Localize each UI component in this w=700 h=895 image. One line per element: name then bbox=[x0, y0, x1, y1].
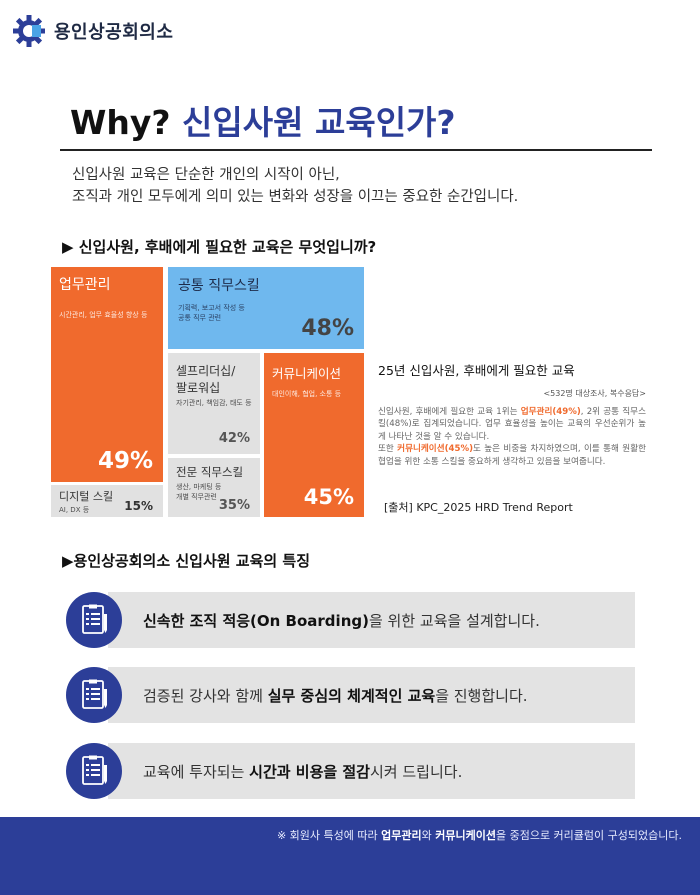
document-list-icon bbox=[66, 743, 122, 799]
survey-text: 또한 bbox=[378, 444, 398, 455]
gear-icon bbox=[12, 14, 46, 48]
feature-bar bbox=[108, 743, 635, 799]
tile-sub: AI, DX 등 bbox=[59, 506, 90, 514]
feature-bar bbox=[108, 667, 635, 723]
survey-paragraph-1: 신입사원, 후배에게 필요한 교육 1위는 업무관리(49%), 2위 공통 직… bbox=[378, 406, 646, 443]
feature-bar bbox=[108, 592, 635, 648]
tile-value: 45% bbox=[303, 485, 354, 509]
highlight-work-management: 업무관리(49%) bbox=[520, 407, 581, 417]
tile-value: 35% bbox=[218, 498, 250, 513]
footer-text-part: 와 bbox=[421, 829, 436, 842]
title-prefix: Why? bbox=[70, 103, 171, 142]
tile-label: 업무관리 bbox=[59, 277, 111, 293]
tile-sub: 생산, 마케팅 등 bbox=[176, 483, 222, 491]
survey-text: 도 높은 비중을 차지하였으며, 이를 통해 원활한 협업을 위한 소통 스킬을… bbox=[378, 444, 647, 467]
survey-text: 신입사원, 후배에게 필요한 교육 1위는 bbox=[378, 407, 521, 417]
feature-text-3: 교육에 투자되는 시간과 비용을 절감시켜 드립니다. bbox=[143, 761, 633, 782]
tile-communication: 커뮤니케이션 대인이해, 협업, 소통 등 45% bbox=[264, 353, 364, 517]
tile-self-leadership: 셀프리더십/ 팔로워십 자기관리, 책임감, 태도 등 42% bbox=[168, 353, 260, 454]
survey-title: 25년 신입사원, 후배에게 필요한 교육 bbox=[378, 363, 575, 378]
logo-name[interactable]: 용인상공회의소 bbox=[54, 22, 174, 43]
source-citation: [출처] KPC_2025 HRD Trend Report bbox=[384, 501, 573, 514]
footer-text-part: ※ 회원사 특성에 따라 bbox=[276, 829, 382, 842]
section-heading-features: ▶용인상공회의소 신입사원 교육의 특징 bbox=[62, 552, 311, 570]
footer-bold-work-management: 업무관리 bbox=[381, 829, 422, 842]
survey-text: , 2위 공통 직무스킬(48%)로 집계되었습니다. 업무 효율성을 높이는 … bbox=[378, 407, 646, 442]
tile-common-job-skill: 공통 직무스킬 기획력, 보고서 작성 등 공통 직무 관련 48% bbox=[168, 267, 364, 349]
tile-label: 공통 직무스킬 bbox=[178, 278, 260, 294]
tile-sub: 기획력, 보고서 작성 등 bbox=[178, 304, 245, 312]
feature-text-part: 을 진행합니다. bbox=[435, 687, 528, 705]
tile-digital-skill: 디지털 스킬 AI, DX 등 15% bbox=[51, 485, 163, 517]
tile-label: 팔로워십 bbox=[176, 381, 221, 395]
feature-text-1: 신속한 조직 적응(On Boarding)을 위한 교육을 설계합니다. bbox=[143, 610, 633, 631]
section-heading-survey: ▶ 신입사원, 후배에게 필요한 교육은 무엇입니까? bbox=[62, 238, 377, 256]
tile-label: 전문 직무스킬 bbox=[176, 465, 244, 479]
tile-label: 디지털 스킬 bbox=[59, 490, 114, 503]
feature-text-part: 교육에 투자되는 bbox=[143, 763, 250, 781]
tile-label: 커뮤니케이션 bbox=[272, 366, 342, 381]
tile-sub: 공통 직무 관련 bbox=[178, 314, 222, 322]
tile-value: 49% bbox=[97, 448, 153, 474]
tile-value: 48% bbox=[301, 316, 354, 341]
document-list-icon bbox=[66, 592, 122, 648]
tile-sub: 개별 직무관련 bbox=[176, 493, 217, 501]
tile-expert-job-skill: 전문 직무스킬 생산, 마케팅 등 개별 직무관련 35% bbox=[168, 458, 260, 517]
tile-value: 15% bbox=[124, 499, 153, 513]
tile-sub: 시간관리, 업무 효율성 향상 등 bbox=[59, 311, 148, 319]
feature-text-part: 을 위한 교육을 설계합니다. bbox=[368, 612, 540, 630]
footer-text-part: 을 중점으로 커리큘럼이 구성되었습니다. bbox=[495, 829, 682, 842]
tile-value: 42% bbox=[218, 431, 250, 446]
feature-text-part: 시켜 드립니다. bbox=[370, 763, 463, 781]
document-list-icon bbox=[66, 667, 122, 723]
title-accent: 신입사원 교육인가? bbox=[182, 103, 456, 142]
tile-label: 셀프리더십/ bbox=[176, 364, 236, 378]
intro-text: 신입사원 교육은 단순한 개인의 시작이 아닌, 조직과 개인 모두에게 의미 … bbox=[72, 164, 518, 208]
survey-paragraph-2: 또한 커뮤니케이션(45%)도 높은 비중을 차지하였으며, 이를 통해 원활한… bbox=[378, 443, 646, 468]
feature-text-part: 검증된 강사와 함께 bbox=[143, 687, 268, 705]
feature-text-2: 검증된 강사와 함께 실무 중심의 체계적인 교육을 진행합니다. bbox=[143, 685, 633, 706]
feature-text-bold: 신속한 조직 적응(On Boarding) bbox=[143, 612, 369, 630]
feature-text-bold: 실무 중심의 체계적인 교육 bbox=[267, 687, 436, 705]
footer-bold-communication: 커뮤니케이션 bbox=[435, 829, 496, 842]
tile-work-management: 업무관리 시간관리, 업무 효율성 향상 등 49% bbox=[51, 267, 163, 482]
page-title: Why? 신입사원 교육인가? bbox=[70, 96, 456, 144]
tile-sub: 자기관리, 책임감, 태도 등 bbox=[176, 399, 252, 407]
tile-sub: 대인이해, 협업, 소통 등 bbox=[272, 390, 342, 398]
intro-line-1: 신입사원 교육은 단순한 개인의 시작이 아닌, bbox=[72, 167, 340, 183]
highlight-communication: 커뮤니케이션(45%) bbox=[397, 444, 474, 455]
feature-text-bold: 시간과 비용을 절감 bbox=[249, 763, 370, 781]
footer-note: ※ 회원사 특성에 따라 업무관리와 커뮤니케이션을 중점으로 커리큘럼이 구성… bbox=[277, 827, 682, 843]
survey-meta: <532명 대상조사, 복수응답> bbox=[543, 389, 646, 398]
footer-banner: ※ 회원사 특성에 따라 업무관리와 커뮤니케이션을 중점으로 커리큘럼이 구성… bbox=[0, 817, 700, 895]
title-divider bbox=[60, 149, 652, 151]
intro-line-2: 조직과 개인 모두에게 의미 있는 변화와 성장을 이끄는 중요한 순간입니다. bbox=[72, 189, 519, 205]
survey-body: 신입사원, 후배에게 필요한 교육 1위는 업무관리(49%), 2위 공통 직… bbox=[378, 406, 646, 468]
